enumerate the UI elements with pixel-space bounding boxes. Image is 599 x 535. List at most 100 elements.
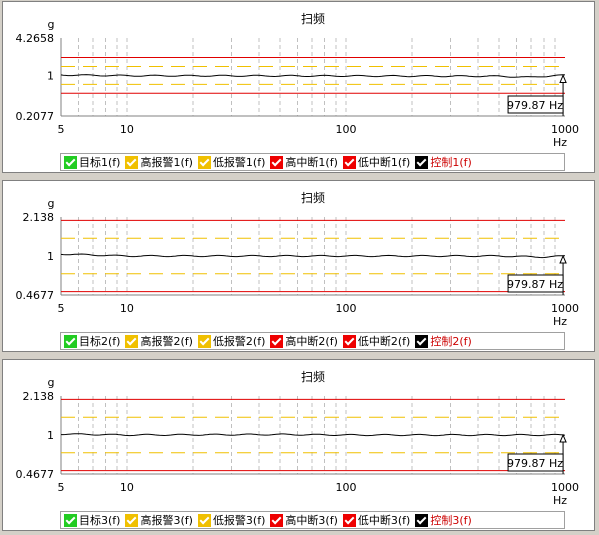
x-tick-label: 10 [120,123,134,136]
x-tick-label: 100 [335,123,356,136]
legend-checkbox[interactable] [270,155,284,169]
cursor-readout: 979.87 Hz [507,457,563,470]
legend-label: 低中断3(f) [357,514,411,527]
x-axis-label: Hz [553,494,567,507]
x-tick-label: 100 [335,302,356,315]
legend-item[interactable]: 高报警1(f) [125,154,193,170]
legend-checkbox[interactable] [415,513,429,527]
cursor-readout: 979.87 Hz [507,278,563,291]
legend-checkbox[interactable] [415,334,429,348]
legend-checkbox[interactable] [125,513,139,527]
legend-label: 高中断3(f) [285,514,338,527]
legend-item[interactable]: 高中断1(f) [270,154,338,170]
y-tick-label: 0.2077 [16,110,55,123]
y-tick-label: 2.138 [23,390,55,403]
chart-title: 扫频 [301,191,325,205]
legend-item[interactable]: 控制2(f) [415,333,472,349]
y-tick-label: 2.138 [23,211,55,224]
grid-lines [77,38,556,116]
legend-label: 低中断2(f) [357,335,411,348]
chart-panel-2: 扫频 g 2.138 1 0.4677 5 10 100 1000 Hz 979.87 Hz 目标2… [2,180,595,352]
chart-2-legend: 目标2(f) 高报警2(f) 低报警2(f) 高中断2(f) 低中断2(f) 控制2(f) [60,332,565,350]
legend-checkbox[interactable] [342,513,356,527]
x-tick-label: 10 [120,481,134,494]
legend-checkbox[interactable] [342,334,356,348]
legend-checkbox[interactable] [197,334,211,348]
legend-checkbox[interactable] [125,334,139,348]
chart-title: 扫频 [301,12,325,26]
y-axis-label: g [48,197,55,210]
legend-label: 高报警2(f) [140,335,193,348]
x-tick-label: 5 [58,123,65,136]
legend-checkbox[interactable] [125,155,139,169]
legend-item[interactable]: 低中断1(f) [342,154,411,170]
chart-panel-3: 扫频 g 2.138 1 0.4677 5 10 100 1000 Hz 979.87 Hz 目标3… [2,359,595,531]
legend-label: 低报警1(f) [212,156,266,169]
y-tick-label: 1 [47,250,54,263]
legend-label: 高报警3(f) [140,514,193,527]
chart-1-legend: 目标1(f) 高报警1(f) 低报警1(f) 高中断1(f) 低中断1(f) 控制1(f) [60,153,565,171]
legend-label: 低中断1(f) [357,156,411,169]
x-tick-label: 5 [58,481,65,494]
legend-checkbox[interactable] [64,334,77,348]
chart-panel-1: 扫频 g 4.2658 1 0.2077 5 10 100 1000 Hz 979.87 Hz 目标… [2,1,595,173]
series-line-6 [60,74,566,78]
legend-item[interactable]: 高报警3(f) [125,512,193,528]
legend-item[interactable]: 目标2(f) [64,333,120,349]
legend-item[interactable]: 高报警2(f) [125,333,193,349]
cursor-readout-box [507,453,564,472]
legend-label: 控制3(f) [430,514,472,527]
legend-item[interactable]: 低报警3(f) [197,512,266,528]
cursor-arrow-icon [559,74,567,83]
legend-label: 低报警2(f) [212,335,266,348]
legend-item[interactable]: 低中断2(f) [342,333,411,349]
y-axis-label: g [48,18,55,31]
legend-item[interactable]: 低中断3(f) [342,512,411,528]
legend-label: 目标3(f) [79,514,121,527]
legend-checkbox[interactable] [64,513,77,527]
legend-item[interactable]: 控制3(f) [415,512,472,528]
cursor-readout-box [507,274,564,293]
legend-label: 高中断1(f) [285,156,338,169]
x-tick-label: 10 [120,302,134,315]
y-tick-label: 1 [47,429,54,442]
legend-checkbox[interactable] [270,513,284,527]
legend-label: 目标2(f) [79,335,121,348]
legend-label: 低报警3(f) [212,514,266,527]
legend-item[interactable]: 控制1(f) [415,154,472,170]
legend-item[interactable]: 低报警1(f) [197,154,266,170]
y-tick-label: 0.4677 [16,289,55,302]
legend-item[interactable]: 目标3(f) [64,512,120,528]
legend-label: 目标1(f) [79,156,121,169]
legend-checkbox[interactable] [342,155,356,169]
legend-checkbox[interactable] [270,334,284,348]
legend-label: 高报警1(f) [140,156,193,169]
legend-checkbox[interactable] [197,513,211,527]
x-tick-label: 5 [58,302,65,315]
cursor-arrow-icon [559,254,567,264]
x-axis-label: Hz [553,136,567,149]
y-tick-label: 1 [47,69,54,82]
legend-label: 控制1(f) [430,156,472,169]
legend-checkbox[interactable] [197,155,211,169]
series-line-6 [60,253,566,259]
legend-item[interactable]: 高中断2(f) [270,333,338,349]
legend-item[interactable]: 目标1(f) [64,154,120,170]
legend-checkbox[interactable] [64,155,77,169]
x-tick-label: 1000 [551,123,579,136]
x-tick-label: 1000 [551,302,579,315]
cursor-readout: 979.87 Hz [507,99,563,112]
legend-item[interactable]: 高中断3(f) [270,512,338,528]
cursor-arrow-icon [559,433,567,443]
legend-label: 高中断2(f) [285,335,338,348]
chart-3-legend: 目标3(f) 高报警3(f) 低报警3(f) 高中断3(f) 低中断3(f) 控制3(f) [60,511,565,529]
y-tick-label: 4.2658 [16,32,55,45]
chart-title: 扫频 [301,370,325,384]
legend-label: 控制2(f) [430,335,472,348]
legend-checkbox[interactable] [415,155,429,169]
legend-item[interactable]: 低报警2(f) [197,333,266,349]
series-line-6 [61,433,566,437]
